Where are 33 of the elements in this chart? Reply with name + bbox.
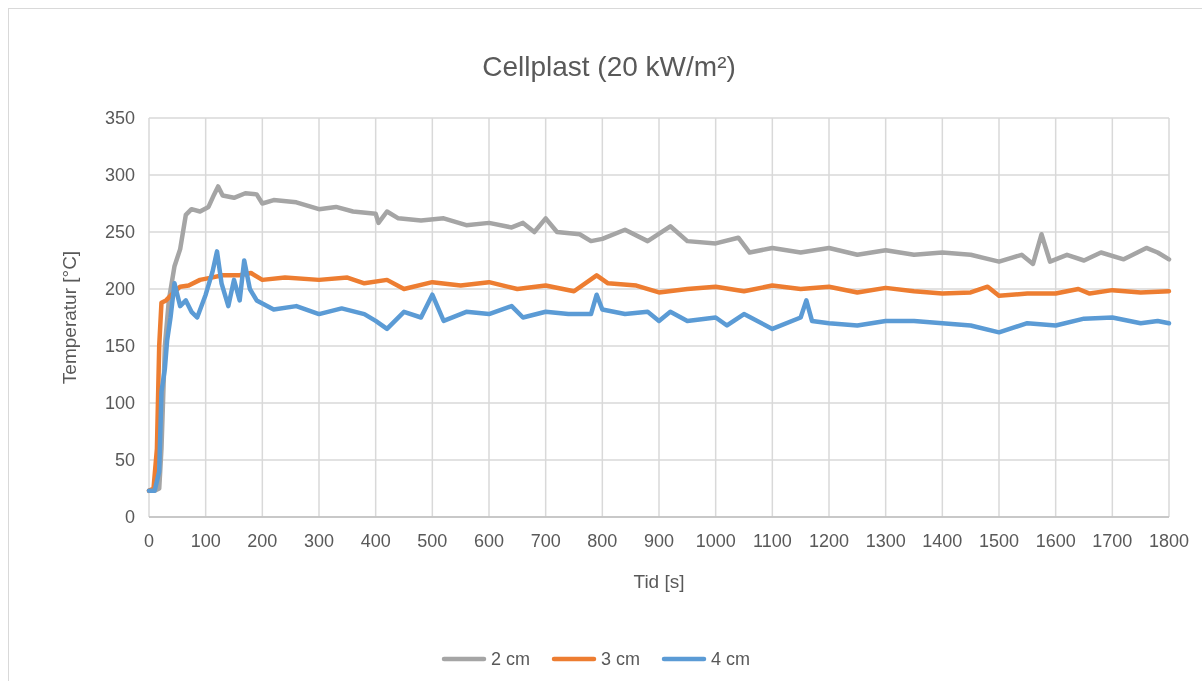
x-tick-label: 1300 (865, 531, 906, 551)
x-tick-label: 500 (417, 531, 448, 551)
x-tick-label: 400 (360, 531, 391, 551)
x-tick-label: 1100 (752, 531, 792, 551)
x-tick-label: 1200 (808, 531, 850, 551)
y-tick-label: 0 (124, 507, 135, 528)
x-tick-label: 800 (587, 531, 618, 551)
x-tick-label: 1500 (978, 531, 1020, 551)
y-tick-label: 100 (104, 393, 135, 414)
x-tick-label: 1400 (922, 531, 963, 551)
x-tick-label: 1700 (1092, 531, 1133, 551)
legend-label: 3 cm (601, 649, 641, 670)
legend-label: 2 cm (491, 649, 531, 670)
x-tick-label: 300 (303, 531, 335, 551)
x-tick-label: 900 (643, 531, 675, 551)
y-axis-title: Temperatur [°C] (59, 250, 80, 385)
x-tick-label: 1600 (1035, 531, 1076, 551)
y-tick-label: 150 (104, 336, 135, 357)
y-tick-label: 350 (104, 108, 135, 129)
y-tick-label: 50 (114, 450, 135, 471)
legend-label: 4 cm (711, 649, 751, 670)
chart-title: Cellplast (20 kW/m²) (482, 51, 736, 82)
y-tick-label: 300 (104, 165, 135, 186)
x-tick-label: 700 (530, 531, 561, 551)
x-tick-label: 1800 (1148, 531, 1190, 551)
x-axis-title: Tid [s] (633, 571, 685, 592)
x-tick-label: 200 (247, 531, 278, 551)
x-tick-label: 600 (473, 531, 505, 551)
x-tick-label: 0 (143, 531, 155, 551)
x-tick-label: 1000 (695, 531, 736, 551)
y-tick-label: 250 (104, 222, 135, 243)
y-tick-label: 200 (104, 279, 135, 300)
x-tick-label: 100 (190, 531, 221, 551)
